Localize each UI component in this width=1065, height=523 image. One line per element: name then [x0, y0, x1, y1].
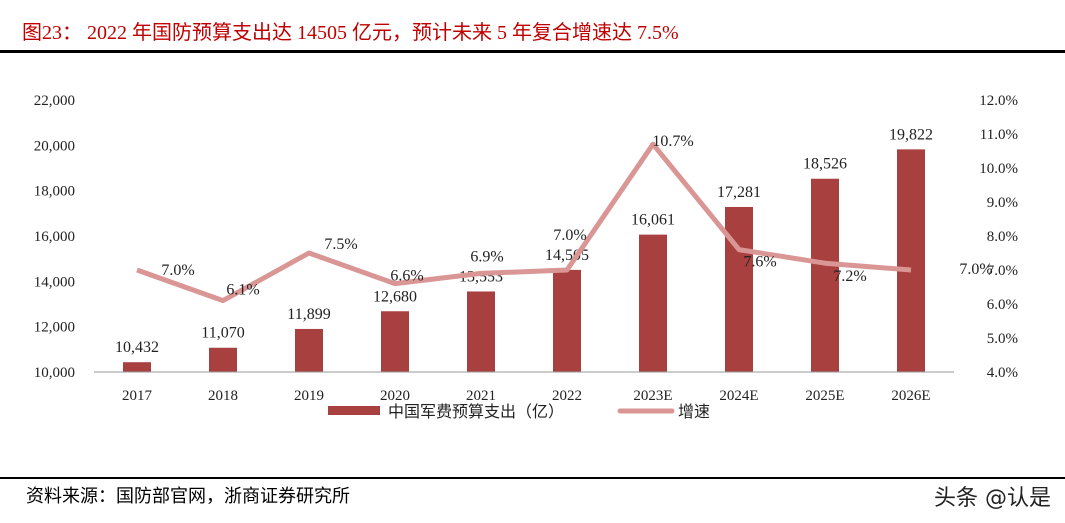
bar — [381, 311, 409, 372]
x-tick-label: 2022 — [552, 388, 582, 404]
bar — [897, 149, 925, 372]
left-tick-label: 22,000 — [34, 93, 75, 109]
chart: 10,000 12,000 14,000 16,000 18,000 20,000 22,0… — [34, 93, 1018, 421]
right-tick-label: 4.0% — [987, 365, 1018, 381]
right-tick-label: 6.0% — [987, 297, 1018, 313]
bar — [467, 291, 495, 372]
x-tick-label: 2021 — [466, 388, 496, 404]
bar-label: 10,432 — [115, 339, 159, 356]
legend-bar-swatch — [328, 406, 380, 415]
footer-rule — [0, 477, 1065, 479]
bar-label: 17,281 — [717, 184, 761, 201]
bar-label: 11,070 — [201, 325, 244, 342]
right-tick-label: 8.0% — [987, 229, 1018, 245]
x-tick-label: 2024E — [719, 388, 758, 404]
x-tick-label: 2020 — [380, 388, 410, 404]
x-tick-label: 2017 — [122, 388, 153, 404]
bar-label: 19,822 — [889, 126, 933, 143]
right-tick-label: 7.0% — [987, 263, 1018, 279]
bar — [811, 178, 839, 372]
title-rule — [0, 50, 1065, 53]
legend-line-label: 增速 — [678, 403, 710, 421]
bar — [725, 206, 753, 372]
growth-line — [136, 141, 912, 304]
left-tick-label: 16,000 — [34, 229, 75, 245]
left-tick-label: 18,000 — [34, 184, 75, 200]
source-note: 资料来源：国防部官网，浙商证券研究所 — [26, 486, 350, 506]
line-label: 10.7% — [652, 133, 693, 150]
line-label: 6.6% — [390, 268, 423, 285]
x-tick-label: 2018 — [208, 388, 238, 404]
left-tick-label: 14,000 — [34, 274, 75, 290]
bar — [295, 328, 323, 372]
right-tick-label: 12.0% — [979, 93, 1018, 109]
left-tick-label: 10,000 — [34, 365, 75, 381]
line-label: 7.5% — [324, 236, 357, 253]
line-label: 7.0% — [553, 227, 586, 244]
bar — [553, 269, 581, 372]
x-tick-label: 2019 — [294, 388, 324, 404]
right-tick-label: 5.0% — [987, 331, 1018, 347]
bar-label: 16,061 — [631, 212, 675, 229]
x-tick-label: 2025E — [805, 388, 844, 404]
x-tick-label: 2026E — [891, 388, 930, 404]
bar-label: 11,899 — [287, 306, 330, 323]
right-tick-label: 10.0% — [979, 161, 1018, 177]
line-label: 7.0% — [161, 262, 194, 279]
legend-bar-label: 中国军费预算支出（亿） — [388, 402, 564, 421]
bar-label: 12,680 — [373, 288, 417, 305]
line-label: 7.6% — [743, 254, 776, 271]
bar-label: 18,526 — [803, 156, 847, 173]
bar — [639, 234, 667, 372]
right-tick-label: 9.0% — [987, 195, 1018, 211]
bar — [123, 362, 151, 372]
watermark: 头条 @认是 — [934, 486, 1051, 511]
line-label: 7.2% — [833, 268, 866, 285]
bar — [209, 347, 237, 372]
x-tick-label: 2023E — [633, 388, 672, 404]
line-label: 7.0% — [959, 261, 992, 278]
line-label: 6.9% — [470, 248, 503, 265]
line-label: 6.1% — [226, 282, 259, 299]
right-tick-label: 11.0% — [980, 127, 1018, 143]
left-tick-label: 20,000 — [34, 138, 75, 154]
left-tick-label: 12,000 — [34, 320, 75, 336]
figure-title: 图23： 2022 年国防预算支出达 14505 亿元，预计未来 5 年复合增速… — [22, 22, 679, 44]
